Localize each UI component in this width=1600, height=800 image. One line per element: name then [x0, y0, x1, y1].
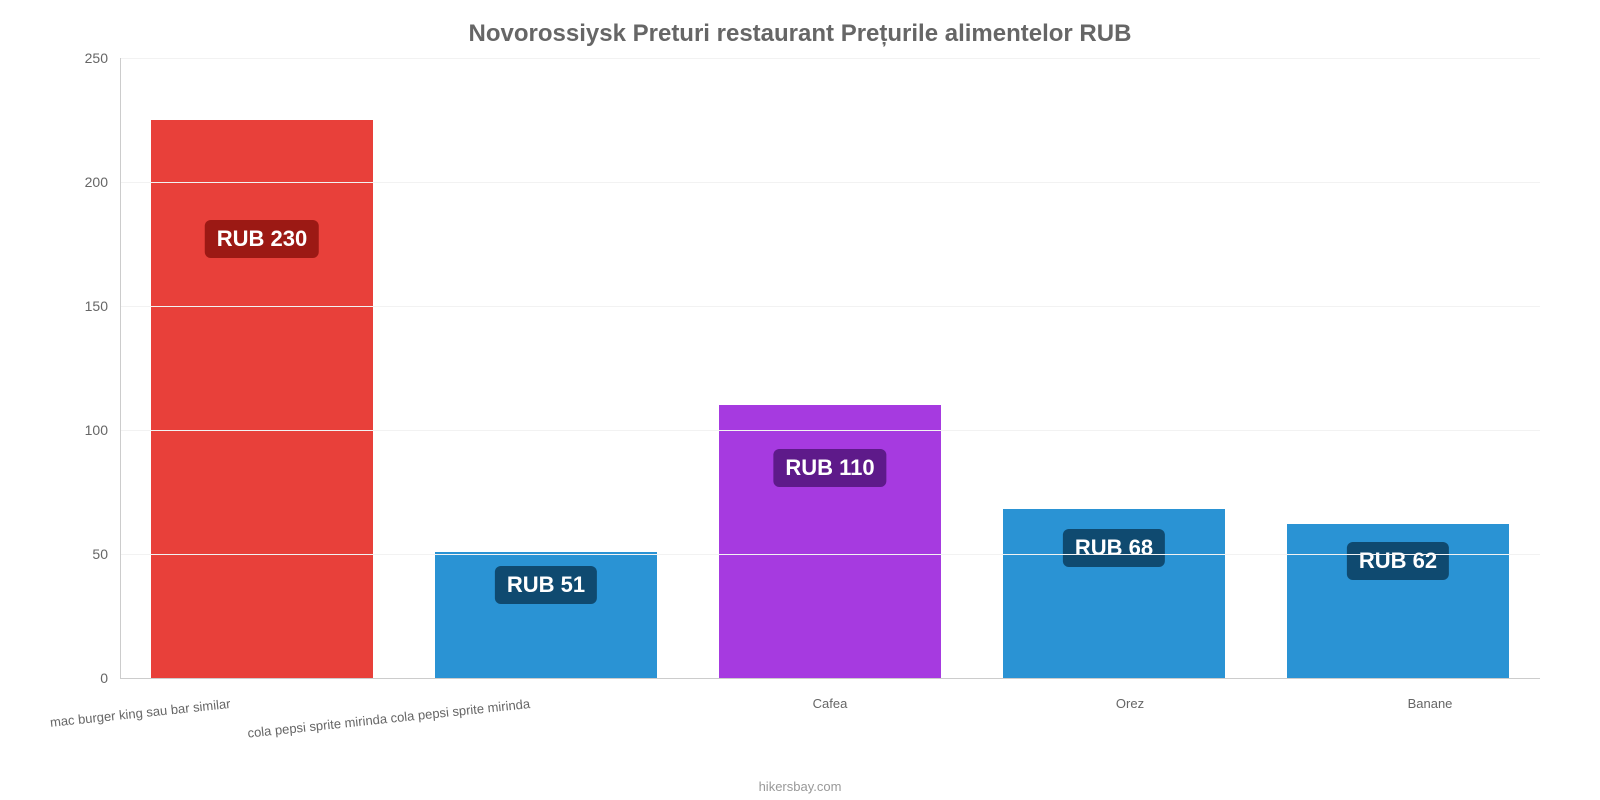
- bar-value-label: RUB 51: [495, 566, 597, 604]
- x-label-slot: Cafea: [680, 690, 980, 740]
- bar-value-label: RUB 110: [773, 449, 886, 487]
- gridline: [120, 182, 1540, 183]
- bar-slot: RUB 68: [972, 58, 1256, 678]
- bar: RUB 68: [1003, 509, 1225, 678]
- x-axis-line: [120, 678, 1540, 679]
- y-tick-label: 0: [100, 670, 120, 686]
- chart-title: Novorossiysk Preturi restaurant Prețuril…: [40, 20, 1560, 48]
- bar-value-label: RUB 62: [1347, 542, 1449, 580]
- bar-value-label: RUB 230: [205, 220, 319, 258]
- bar-slot: RUB 230: [120, 58, 404, 678]
- bar-value-label: RUB 68: [1063, 529, 1165, 567]
- gridline: [120, 430, 1540, 431]
- x-axis-category-label: mac burger king sau bar similar: [49, 696, 231, 730]
- x-label-slot: cola pepsi sprite mirinda cola pepsi spr…: [380, 690, 680, 740]
- x-axis-category-label: Banane: [1408, 696, 1453, 711]
- y-tick-label: 100: [85, 422, 120, 438]
- x-axis-category-label: Orez: [1116, 696, 1144, 711]
- bar: RUB 110: [719, 405, 941, 678]
- y-tick-label: 150: [85, 298, 120, 314]
- y-axis-line: [120, 58, 121, 678]
- bar: RUB 230: [151, 120, 373, 678]
- bar: RUB 62: [1287, 524, 1509, 678]
- y-tick-label: 50: [92, 546, 120, 562]
- y-tick-label: 250: [85, 50, 120, 66]
- bar-chart: Novorossiysk Preturi restaurant Prețuril…: [0, 0, 1600, 800]
- x-label-slot: mac burger king sau bar similar: [80, 690, 380, 740]
- bars-container: RUB 230 RUB 51 RUB 110 RUB 68 RUB 62: [120, 58, 1540, 678]
- gridline: [120, 58, 1540, 59]
- x-axis-category-label: Cafea: [813, 696, 848, 711]
- bar-slot: RUB 51: [404, 58, 688, 678]
- x-axis-labels: mac burger king sau bar similarcola peps…: [80, 690, 1580, 740]
- bar: RUB 51: [435, 552, 657, 678]
- gridline: [120, 306, 1540, 307]
- plot-area: RUB 230RUB 51RUB 110RUB 68RUB 62 0501001…: [120, 58, 1540, 678]
- gridline: [120, 554, 1540, 555]
- x-label-slot: Banane: [1280, 690, 1580, 740]
- credit-text: hikersbay.com: [0, 779, 1600, 794]
- bar-slot: RUB 62: [1256, 58, 1540, 678]
- y-tick-label: 200: [85, 174, 120, 190]
- x-label-slot: Orez: [980, 690, 1280, 740]
- bar-slot: RUB 110: [688, 58, 972, 678]
